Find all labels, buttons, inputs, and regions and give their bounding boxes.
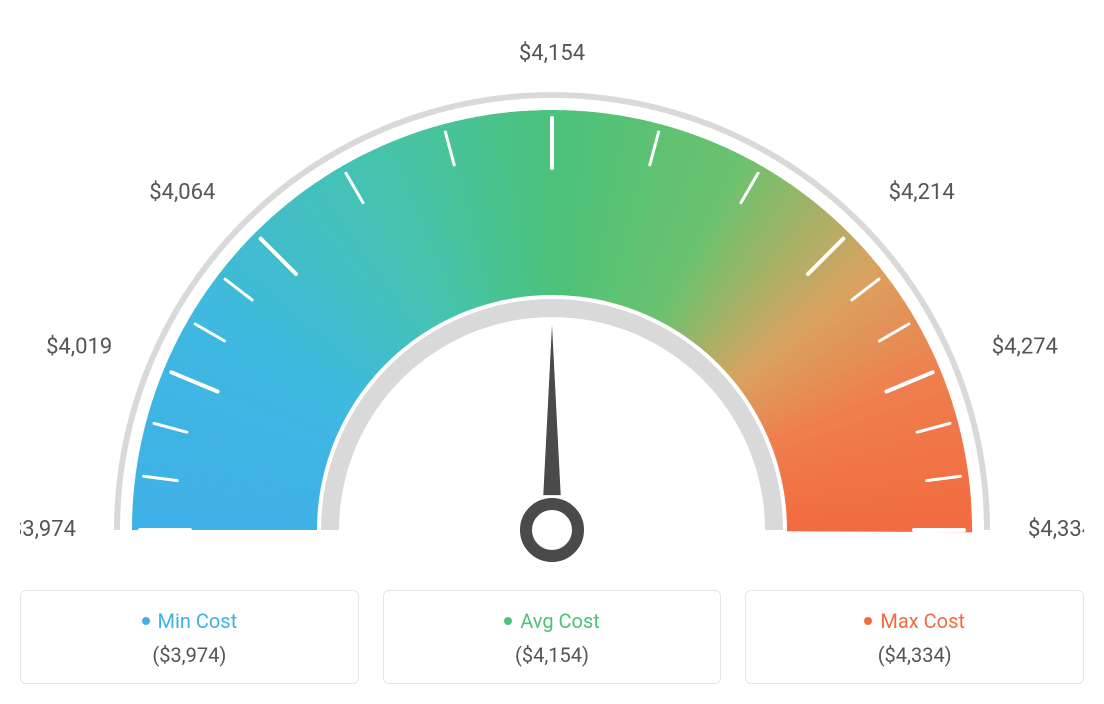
gauge-area: $3,974 $4,019 $4,064 $4,154 $4,214 $4,274 $4,3… [20,20,1084,580]
gauge-tick-label: $4,274 [992,335,1058,360]
legend-card-max: Max Cost ($4,334) [745,590,1084,684]
gauge-svg: $3,974 $4,019 $4,064 $4,154 $4,214 $4,274 $4,3… [20,20,1084,580]
gauge-tick-label: $4,064 [149,180,215,205]
legend-title-max: Max Cost [864,609,965,633]
legend-label-avg: Avg Cost [520,609,600,633]
legend-card-avg: Avg Cost ($4,154) [383,590,722,684]
gauge-tick-label: $4,214 [889,180,955,205]
gauge-tick-label: $4,154 [519,41,585,66]
legend-label-max: Max Cost [880,609,965,633]
legend-label-min: Min Cost [158,609,238,633]
legend-title-avg: Avg Cost [504,609,600,633]
legend-dot-max [864,617,872,625]
gauge-chart-container: $3,974 $4,019 $4,064 $4,154 $4,214 $4,274 $4,3… [20,20,1084,684]
legend-value-avg: ($4,154) [394,643,711,667]
legend-row: Min Cost ($3,974) Avg Cost ($4,154) Max … [20,590,1084,684]
gauge-tick-label: $3,974 [20,517,76,542]
gauge-needle [543,325,560,495]
gauge-needle-hub [526,504,578,556]
legend-dot-min [142,617,150,625]
gauge-tick-label: $4,019 [46,335,112,360]
legend-title-min: Min Cost [142,609,238,633]
legend-value-min: ($3,974) [31,643,348,667]
gauge-tick-label: $4,334 [1028,517,1084,542]
legend-card-min: Min Cost ($3,974) [20,590,359,684]
legend-dot-avg [504,617,512,625]
legend-value-max: ($4,334) [756,643,1073,667]
